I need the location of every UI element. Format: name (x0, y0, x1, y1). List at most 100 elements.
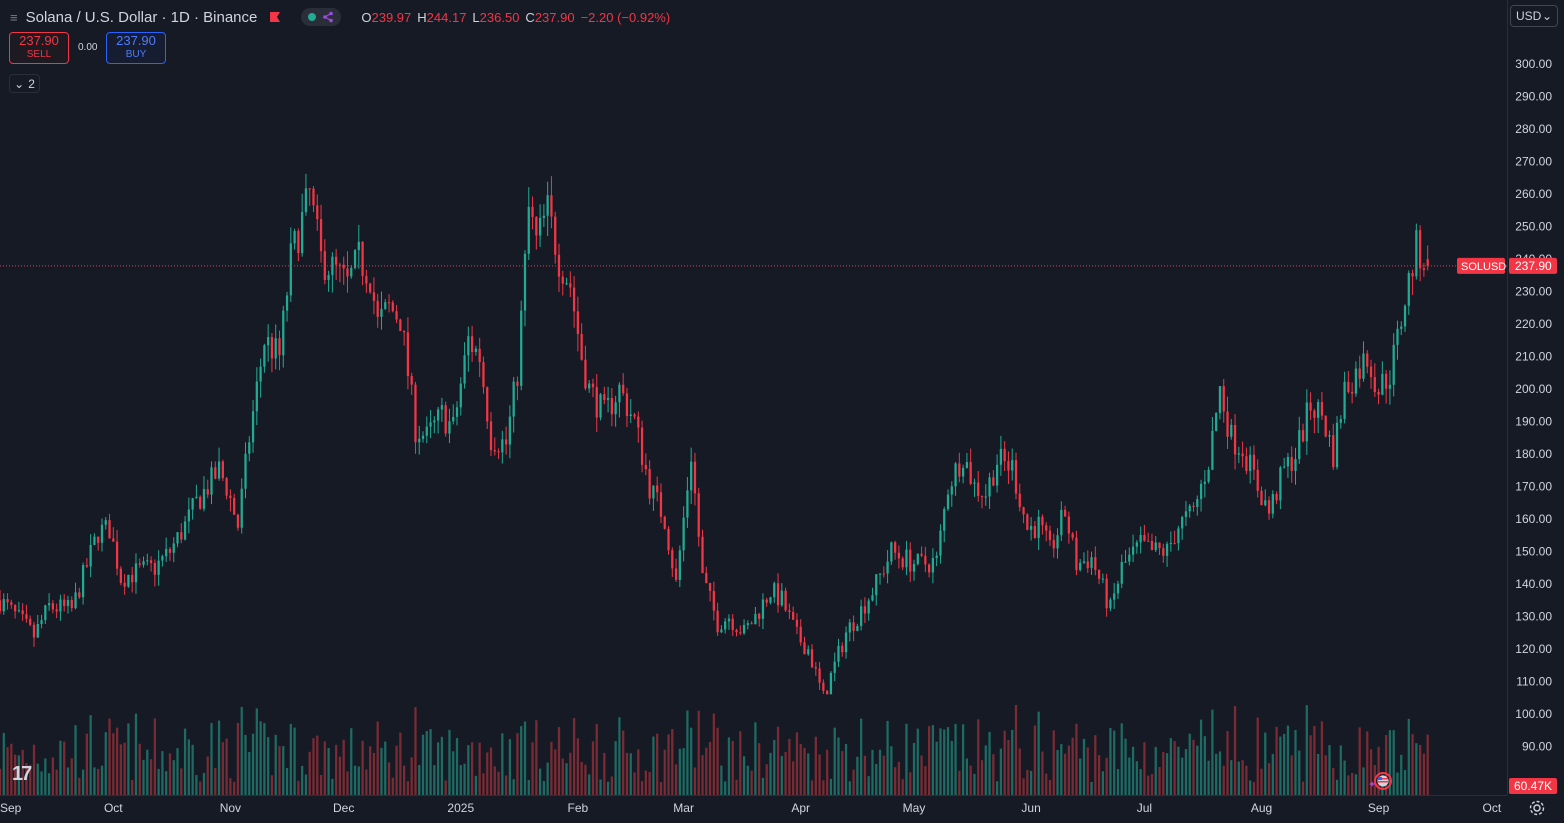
candle-body (690, 461, 693, 491)
volume-bar (1301, 781, 1305, 795)
candle-body (1305, 402, 1308, 442)
candle-body (629, 414, 632, 417)
volume-bar (1392, 730, 1395, 795)
candle-body (867, 600, 870, 614)
volume-bar (66, 767, 70, 795)
symbol-title[interactable]: Solana / U.S. Dollar · 1D · Binance (25, 8, 258, 26)
candle-body (81, 565, 85, 598)
volume-bar (905, 723, 908, 795)
volume-bar (792, 761, 795, 795)
candle-body (1373, 377, 1376, 392)
time-tick-label: Dec (333, 801, 354, 815)
candle-body (810, 649, 814, 668)
volume-bar (1173, 741, 1176, 795)
volume-bar (0, 768, 2, 795)
candle-body (588, 383, 591, 389)
volume-bar (229, 778, 232, 795)
candle-body (183, 521, 187, 540)
sell-button[interactable]: 237.90 SELL (9, 32, 69, 64)
time-tick-label: Feb (568, 801, 589, 815)
candle-body (550, 195, 553, 217)
volume-bar (112, 733, 115, 795)
candle-body (1109, 599, 1112, 609)
flag-icon[interactable] (269, 11, 281, 23)
candle-body (180, 532, 183, 540)
volume-bar (542, 781, 546, 795)
volume-bar (1007, 740, 1010, 795)
volume-bar (338, 756, 342, 795)
volume-bar (739, 731, 742, 795)
candle-body (542, 215, 546, 218)
candle-body (1150, 540, 1154, 551)
volume-bar (176, 748, 179, 795)
volume-bar (470, 742, 474, 795)
price-tick-label: 100.00 (1515, 707, 1552, 721)
economic-event-icon[interactable] (1368, 771, 1398, 791)
currency-select[interactable]: USD ⌄ (1510, 5, 1558, 27)
candle-body (1332, 435, 1335, 468)
volume-bar (85, 733, 89, 795)
candle-body (1203, 481, 1206, 484)
ohlc-key: H (417, 9, 427, 25)
candle-body (999, 448, 1003, 465)
candle-body (961, 468, 965, 477)
volume-bars (0, 705, 1429, 795)
volume-bar (1241, 760, 1244, 795)
volume-bar (826, 749, 829, 795)
volume-bar (108, 718, 111, 795)
candle-body (508, 416, 512, 445)
candle-body (1403, 305, 1407, 327)
volume-bar (1192, 739, 1195, 795)
gear-icon[interactable] (1528, 799, 1546, 817)
buy-button[interactable]: 237.90 BUY (106, 32, 166, 64)
candle-body (1324, 415, 1327, 437)
volume-bar (1199, 719, 1203, 795)
candle-body (176, 532, 179, 544)
volume-bar (720, 765, 723, 795)
candle-body (1188, 505, 1191, 512)
volume-bar (894, 767, 897, 795)
indicator-toggle[interactable] (301, 8, 342, 26)
volume-bar (327, 747, 330, 795)
volume-bar (59, 740, 62, 795)
volume-bar (1082, 738, 1086, 795)
candle-body (452, 416, 455, 422)
volume-bar (168, 753, 172, 795)
candle-body (1279, 467, 1282, 501)
volume-bar (557, 727, 561, 795)
volume-bar (1120, 723, 1123, 795)
candle-body (425, 426, 428, 436)
candle-body (663, 516, 666, 529)
volume-bar (724, 781, 727, 795)
volume-bar (508, 739, 512, 795)
candle-body (414, 384, 417, 443)
candle-body (1222, 386, 1225, 412)
indicators-collapse-button[interactable]: ⌄ 2 (9, 74, 40, 93)
candle-body (149, 560, 153, 564)
candle-body (233, 497, 236, 515)
candle-body (848, 622, 851, 633)
candle-body (497, 451, 500, 453)
volume-bar (293, 727, 296, 795)
volume-bar (1279, 736, 1282, 795)
volume-bar (10, 743, 13, 795)
candle-body (418, 438, 421, 443)
price-tick-label: 230.00 (1515, 285, 1552, 299)
legend-menu-icon[interactable]: ≡ (10, 9, 18, 25)
candle-body (1067, 516, 1071, 534)
candle-body (131, 574, 134, 583)
candle-body (59, 599, 62, 612)
volume-bar (391, 777, 394, 795)
price-tick-label: 120.00 (1515, 642, 1552, 656)
volume-bar (909, 772, 912, 795)
candle-body (195, 496, 198, 499)
candle-body (988, 477, 991, 497)
candle-body (210, 467, 213, 495)
volume-bar (1154, 747, 1157, 795)
volume-bar (678, 748, 681, 795)
candle-body (1347, 381, 1350, 392)
candle-body (739, 632, 742, 634)
volume-bar (1388, 730, 1392, 795)
candle-body (1094, 557, 1097, 570)
